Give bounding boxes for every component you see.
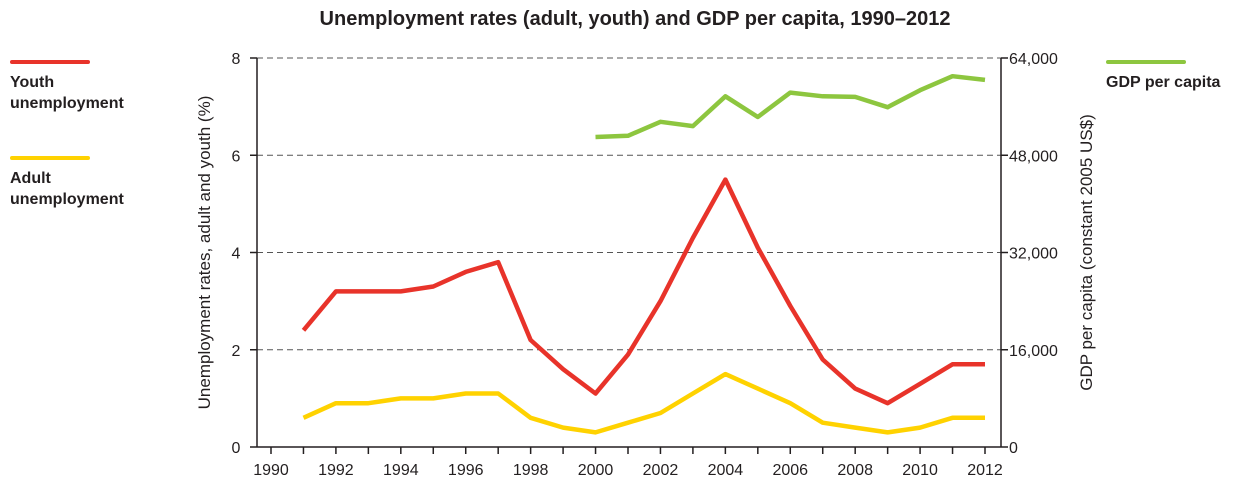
x-tick-label: 2010 bbox=[902, 462, 938, 479]
y-right-tick-label: 64,000 bbox=[1009, 51, 1058, 68]
chart-title: Unemployment rates (adult, youth) and GD… bbox=[319, 8, 951, 30]
legend-youth-label: Youth unemployment bbox=[10, 74, 124, 112]
y-axis-left-label: Unemployment rates, adult and youth (%) bbox=[195, 96, 214, 410]
y-right-tick-label: 16,000 bbox=[1009, 343, 1058, 360]
y-left-tick-label: 2 bbox=[232, 343, 241, 360]
x-tick-label: 2002 bbox=[643, 462, 679, 479]
x-tick-label: 1992 bbox=[318, 462, 354, 479]
legend-adult-swatch bbox=[10, 156, 90, 160]
legend-youth: Youth unemployment bbox=[10, 60, 160, 114]
y-left-tick-label: 4 bbox=[232, 246, 241, 263]
x-tick-label: 1994 bbox=[383, 462, 419, 479]
y-right-tick-label: 48,000 bbox=[1009, 148, 1058, 165]
y-right-tick-label: 32,000 bbox=[1009, 246, 1058, 263]
legend-gdp-swatch bbox=[1106, 60, 1186, 64]
legend-gdp: GDP per capita bbox=[1106, 60, 1246, 93]
y-left-tick-label: 0 bbox=[232, 440, 241, 457]
legend-gdp-label: GDP per capita bbox=[1106, 74, 1221, 91]
x-tick-label: 2004 bbox=[708, 462, 744, 479]
legend-youth-swatch bbox=[10, 60, 90, 64]
legend-adult: Adult unemployment bbox=[10, 156, 160, 210]
x-tick-label: 1996 bbox=[448, 462, 484, 479]
x-tick-label: 2012 bbox=[967, 462, 1003, 479]
y-axis-right-label: GDP per capita (constant 2005 US$) bbox=[1077, 114, 1096, 391]
y-left-tick-label: 6 bbox=[232, 148, 241, 165]
series-line-2 bbox=[595, 73, 986, 140]
x-tick-label: 2006 bbox=[772, 462, 808, 479]
x-tick-label: 2008 bbox=[837, 462, 873, 479]
x-tick-label: 2000 bbox=[578, 462, 614, 479]
y-left-tick-label: 8 bbox=[232, 51, 241, 68]
x-tick-label: 1990 bbox=[253, 462, 289, 479]
x-tick-label: 1998 bbox=[513, 462, 549, 479]
series-line-0 bbox=[301, 177, 985, 406]
y-right-tick-label: 0 bbox=[1009, 440, 1018, 457]
series-line-1 bbox=[302, 371, 985, 435]
legend-adult-label: Adult unemployment bbox=[10, 170, 124, 208]
